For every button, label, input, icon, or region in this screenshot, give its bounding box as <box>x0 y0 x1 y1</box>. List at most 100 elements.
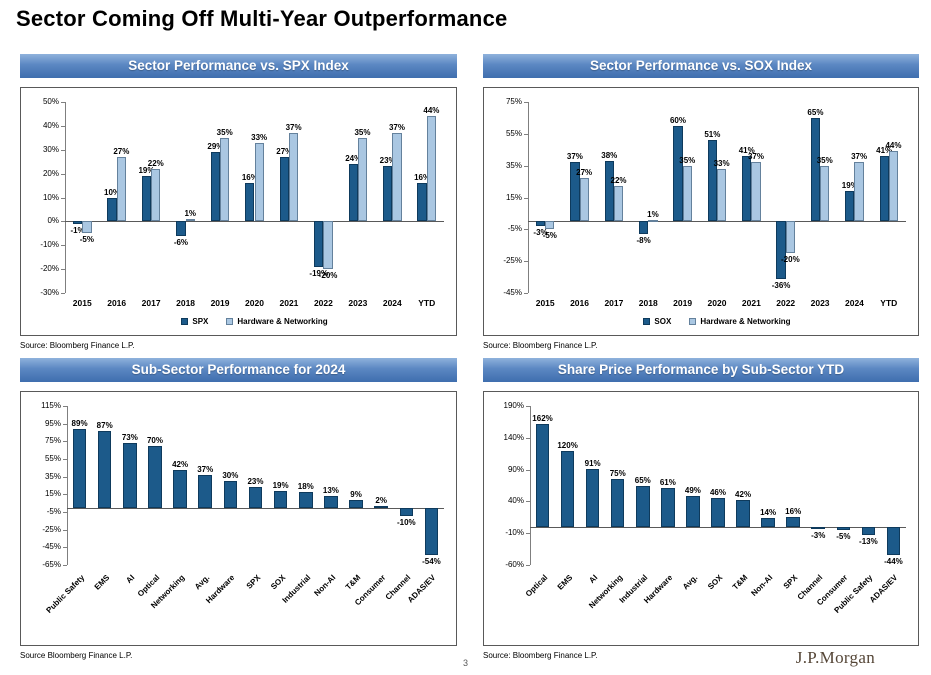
bar <box>604 160 614 222</box>
bar <box>82 221 92 234</box>
value-label: 44% <box>423 106 440 116</box>
x-tick-label: 2019 <box>210 298 230 308</box>
value-label: 33% <box>713 158 730 168</box>
bar <box>288 133 299 222</box>
bar <box>248 487 263 508</box>
bar <box>151 168 161 222</box>
bar <box>323 221 333 270</box>
y-tick-mark <box>524 134 528 135</box>
bar <box>245 183 255 222</box>
value-label: -13% <box>859 537 878 547</box>
bar <box>417 183 427 222</box>
value-label: 19% <box>138 166 155 175</box>
y-tick-mark <box>524 261 528 262</box>
value-label: 75% <box>609 469 626 479</box>
y-tick-mark <box>524 293 528 294</box>
y-tick-label: -60% <box>505 560 524 569</box>
legend: SOX Hardware & Networking <box>528 315 906 327</box>
y-tick-label: 95% <box>44 419 61 428</box>
zero-gridline <box>528 221 906 222</box>
value-label: 19% <box>272 480 289 490</box>
value-label: 27% <box>576 168 593 178</box>
chart-area-spx: 50% 40% 30% 20% 10% 0% -10% -20% -30% -1% -5% 2015 1… <box>20 87 457 336</box>
bar <box>736 500 750 527</box>
legend-label: SOX <box>654 316 672 326</box>
value-label: 41% <box>738 146 755 156</box>
zero-gridline <box>65 221 444 222</box>
y-tick-label: 190% <box>503 401 524 410</box>
y-tick-label: 30% <box>42 145 59 154</box>
y-tick-mark <box>63 424 67 425</box>
panel-sox: Sector Performance vs. SOX Index 75% 55% 3… <box>483 54 919 350</box>
bar <box>535 423 550 527</box>
bar-chart-subsector-ytd: 190% 140% 90% 40% -10% -60% 162% Optical 120% EMS… <box>484 392 918 645</box>
bar <box>374 505 388 508</box>
bar <box>707 140 717 222</box>
bar <box>383 166 393 222</box>
source-note: Source Bloomberg Finance L.P. <box>20 651 133 660</box>
y-axis-line <box>528 102 529 293</box>
legend-swatch <box>689 317 697 325</box>
panel-subsector-2024: Sub-Sector Performance for 2024 115% 95% 7… <box>20 358 457 660</box>
value-label: 37% <box>197 464 214 474</box>
y-tick-label: -65% <box>42 560 61 569</box>
bar <box>836 526 851 530</box>
bar <box>72 221 83 224</box>
chart-area-subsector-ytd: 190% 140% 90% 40% -10% -60% 162% Optical 120% EMS… <box>483 391 919 646</box>
y-tick-mark <box>63 565 67 566</box>
chart-title-sox: Sector Performance vs. SOX Index <box>483 54 919 78</box>
y-tick-mark <box>63 441 67 442</box>
bar <box>613 186 624 222</box>
value-label: -3% <box>811 530 826 540</box>
bar <box>717 168 727 222</box>
bar <box>845 191 855 222</box>
y-tick-mark <box>61 126 65 127</box>
value-label: -1% <box>70 225 85 235</box>
value-label: 35% <box>816 155 833 165</box>
y-tick-label: 90% <box>507 465 524 474</box>
bar <box>570 162 580 222</box>
y-tick-mark <box>63 459 67 460</box>
legend: SPX Hardware & Networking <box>65 315 444 327</box>
bar <box>636 485 650 527</box>
value-label: 61% <box>659 478 676 488</box>
value-label: -20% <box>318 271 338 281</box>
value-label: -5% <box>836 532 851 542</box>
x-tick-label: 2021 <box>741 298 761 308</box>
value-label: 33% <box>251 132 268 142</box>
y-tick-mark <box>63 547 67 548</box>
value-label: 37% <box>747 152 764 162</box>
legend-swatch <box>226 317 234 325</box>
y-tick-mark <box>63 406 67 407</box>
value-label: 37% <box>851 152 868 162</box>
y-tick-label: -45% <box>503 288 522 297</box>
legend-item: Hardware & Networking <box>226 317 328 326</box>
bar <box>661 488 675 527</box>
value-label: 19% <box>841 181 858 191</box>
value-label: 49% <box>684 485 701 495</box>
chart-title-spx: Sector Performance vs. SPX Index <box>20 54 457 78</box>
value-label: -8% <box>636 236 651 246</box>
y-tick-label: 75% <box>505 97 522 106</box>
bar-chart-spx: 50% 40% 30% 20% 10% 0% -10% -20% -30% -1% -5% 2015 1… <box>21 88 456 335</box>
value-label: 120% <box>557 440 578 450</box>
value-label: 162% <box>532 413 553 423</box>
y-tick-label: -5% <box>46 507 61 516</box>
bar <box>148 445 162 508</box>
bar <box>223 481 238 508</box>
chart-area-subsector-2024: 115% 95% 75% 55% 35% 15% -5% -25% -45% -65% 89% Pub… <box>20 391 457 646</box>
y-tick-label: 35% <box>44 472 61 481</box>
value-label: 87% <box>96 420 113 430</box>
x-tick-label: 2017 <box>141 298 161 308</box>
legend-swatch <box>181 317 189 325</box>
value-label: 44% <box>885 141 902 151</box>
bar <box>349 499 363 508</box>
bar <box>220 137 230 222</box>
y-tick-label: -30% <box>40 288 59 297</box>
value-label: 35% <box>216 127 233 137</box>
y-tick-mark <box>524 198 528 199</box>
value-label: 14% <box>760 507 777 517</box>
y-tick-label: 20% <box>42 169 59 178</box>
value-label: 35% <box>354 127 371 137</box>
y-tick-mark <box>61 198 65 199</box>
